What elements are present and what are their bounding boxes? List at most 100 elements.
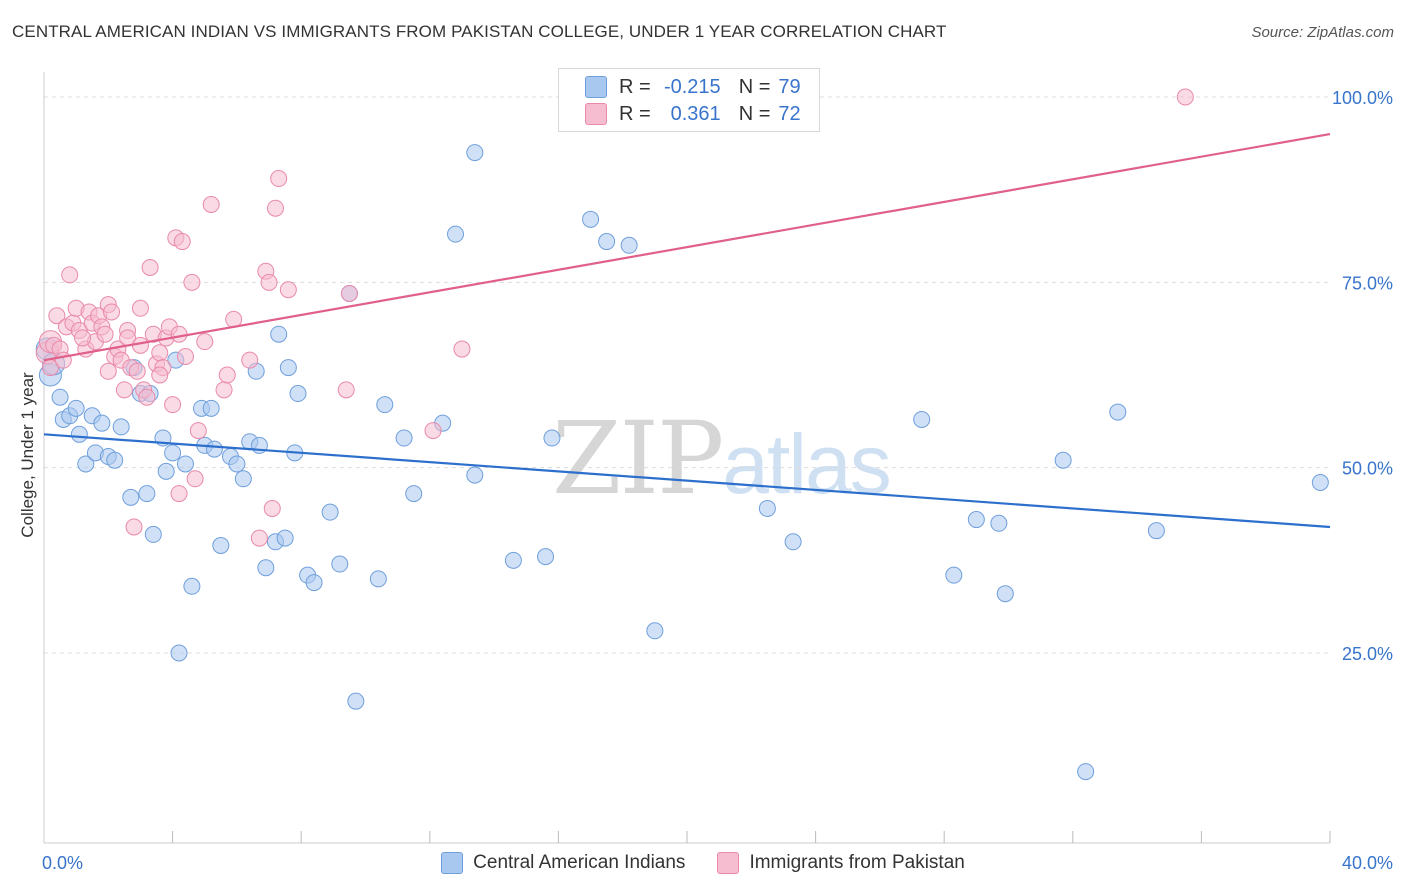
pink-point: [164, 396, 182, 414]
blue-point: [276, 529, 294, 547]
blue-point: [279, 359, 297, 377]
blue-point: [784, 533, 802, 551]
pink-point: [103, 303, 121, 321]
pink-point: [215, 381, 233, 399]
pink-point: [266, 199, 284, 217]
blue-point: [376, 396, 394, 414]
pink-point: [196, 333, 214, 351]
pink-point: [260, 273, 278, 291]
pink-point: [424, 422, 442, 440]
blue-point: [504, 551, 522, 569]
blue-point: [212, 537, 230, 555]
pink-point: [453, 340, 471, 358]
legend-r-label: R =: [619, 75, 651, 98]
pink-trend-line: [43, 132, 1331, 362]
blue-point: [1077, 763, 1095, 781]
legend-label: Central American Indians: [473, 852, 686, 873]
pink-point: [189, 422, 207, 440]
pink-point: [337, 381, 355, 399]
pink-point: [1176, 88, 1194, 106]
blue-point: [1109, 403, 1127, 421]
blue-point: [369, 570, 387, 588]
legend-label: Immigrants from Pakistan: [749, 852, 965, 873]
pink-point: [61, 266, 79, 284]
legend-item-central-american-indians[interactable]: Central American Indians: [441, 852, 685, 874]
blue-point: [144, 525, 162, 543]
watermark-atlas: atlas: [722, 417, 891, 511]
series-legend: Central American Indians Immigrants from…: [0, 852, 1406, 874]
pink-point: [340, 284, 358, 302]
legend-n-value: 72: [778, 102, 801, 125]
blue-point: [582, 210, 600, 228]
pink-point: [138, 388, 156, 406]
pink-point: [170, 485, 188, 503]
legend-swatch-blue: [441, 852, 464, 874]
pink-point: [128, 362, 146, 380]
blue-point: [176, 455, 194, 473]
blue-point: [170, 644, 188, 662]
blue-point: [257, 559, 275, 577]
pink-point: [279, 281, 297, 299]
pink-point: [115, 381, 133, 399]
blue-point: [270, 325, 288, 343]
blue-point: [758, 499, 776, 517]
blue-point: [122, 488, 140, 506]
pink-point: [183, 273, 201, 291]
pink-point: [125, 518, 143, 536]
y-tick-label: 100.0%: [1332, 88, 1393, 108]
pink-point: [131, 299, 149, 317]
blue-point: [164, 444, 182, 462]
blue-point: [967, 511, 985, 529]
blue-point: [331, 555, 349, 573]
pink-point: [270, 170, 288, 188]
blue-point: [305, 574, 323, 592]
pink-point: [48, 307, 66, 325]
pink-point: [96, 325, 114, 343]
blue-point: [1311, 473, 1329, 491]
blue-point: [913, 410, 931, 428]
blue-point: [447, 225, 465, 243]
legend-swatch-pink: [717, 852, 740, 874]
blue-point: [289, 385, 307, 403]
chart-title: CENTRAL AMERICAN INDIAN VS IMMIGRANTS FR…: [12, 22, 947, 41]
blue-point: [321, 503, 339, 521]
y-axis-label: College, Under 1 year: [18, 372, 37, 538]
legend-row-blue: R = -0.215 N = 79: [585, 75, 801, 99]
blue-point: [466, 466, 484, 484]
blue-point: [112, 418, 130, 436]
blue-point: [93, 414, 111, 432]
pink-point: [151, 344, 169, 362]
blue-point: [996, 585, 1014, 603]
legend-row-pink: R = 0.361 N = 72: [585, 102, 801, 126]
pink-point: [151, 366, 169, 384]
legend-r-value: 0.361: [670, 102, 721, 125]
pink-point: [99, 362, 117, 380]
blue-point: [945, 566, 963, 584]
blue-point: [990, 514, 1008, 532]
pink-point: [202, 195, 220, 213]
blue-point: [202, 399, 220, 417]
blue-point: [347, 692, 365, 710]
pink-point: [263, 499, 281, 517]
watermark: ZIPatlas: [552, 400, 892, 517]
legend-r-value: -0.215: [663, 75, 721, 98]
blue-point: [157, 462, 175, 480]
legend-swatch-blue: [585, 76, 607, 98]
pink-point: [141, 259, 159, 277]
blue-trend-line: [43, 433, 1331, 529]
pink-point: [131, 336, 149, 354]
blue-point: [405, 485, 423, 503]
blue-point: [51, 388, 69, 406]
blue-point: [205, 440, 223, 458]
blue-point: [395, 429, 413, 447]
correlation-legend: R = -0.215 N = 79 R = 0.361 N = 72: [558, 68, 820, 132]
blue-point: [1147, 522, 1165, 540]
pink-point: [241, 351, 259, 369]
y-tick-label: 25.0%: [1342, 644, 1393, 664]
blue-point: [646, 622, 664, 640]
blue-point: [234, 470, 252, 488]
legend-item-immigrants-from-pakistan[interactable]: Immigrants from Pakistan: [717, 852, 965, 874]
pink-point: [170, 325, 188, 343]
y-tick-label: 75.0%: [1342, 273, 1393, 293]
blue-point: [138, 485, 156, 503]
